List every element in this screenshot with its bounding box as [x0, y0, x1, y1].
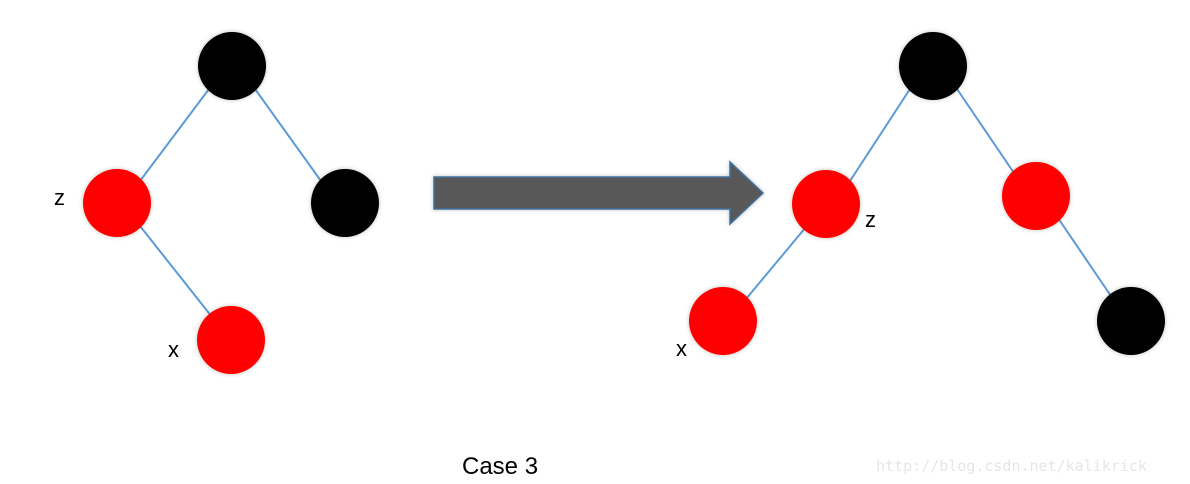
- before-z-node-red: [83, 169, 151, 237]
- after-child-node-black: [1097, 287, 1165, 355]
- after-right-node-red: [1002, 162, 1070, 230]
- before-root-node-black: [198, 32, 266, 100]
- case-caption: Case 3: [462, 453, 538, 480]
- before-z-label: z: [54, 185, 65, 210]
- before-right-node-black: [311, 169, 379, 237]
- before-x-label: x: [168, 337, 179, 362]
- edge-z-x: [139, 225, 213, 318]
- after-root-node-black: [899, 32, 967, 100]
- transition-arrow: [433, 160, 765, 226]
- before-x-node-red: [197, 306, 265, 374]
- arrow-right-icon: [433, 160, 765, 226]
- edge-z-x: [745, 226, 807, 300]
- after-x-label: x: [676, 336, 687, 361]
- after-tree: z x: [676, 32, 1165, 361]
- after-x-node-red: [689, 287, 757, 355]
- after-z-label: z: [865, 207, 876, 232]
- edge-right-child: [1057, 217, 1114, 300]
- edge-root-right: [254, 88, 322, 182]
- after-z-node-red: [792, 170, 860, 238]
- edge-root-right: [956, 88, 1015, 174]
- edge-root-z: [849, 88, 911, 182]
- before-tree: z x: [54, 32, 379, 374]
- watermark-url: http://blog.csdn.net/kalikrick: [876, 457, 1147, 475]
- edge-root-z: [139, 88, 210, 182]
